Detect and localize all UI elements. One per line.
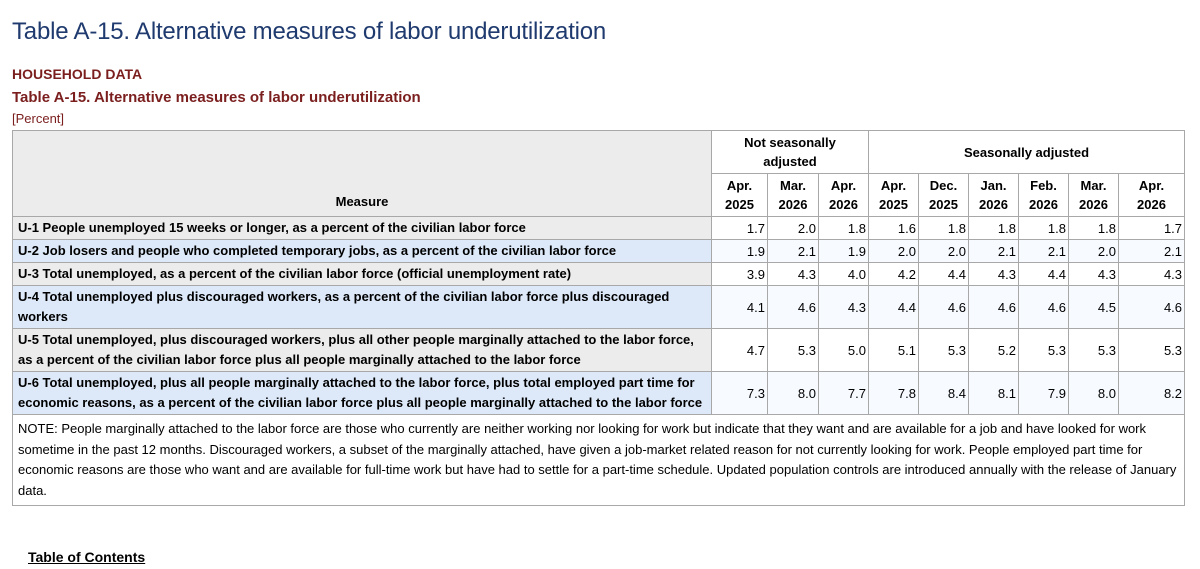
table-cell: 5.3 — [1117, 328, 1186, 372]
table-cell: 4.5 — [1068, 285, 1119, 329]
table-cell: 7.3 — [711, 371, 768, 415]
table-cell: 2.0 — [1068, 239, 1119, 263]
table-cell: 2.1 — [1117, 239, 1186, 263]
table-cell: 8.1 — [968, 371, 1019, 415]
table-cell: 4.6 — [968, 285, 1019, 329]
column-header: Mar. 2026 — [767, 173, 819, 217]
table-cell: 2.1 — [1018, 239, 1069, 263]
table-cell: 8.4 — [918, 371, 969, 415]
labor-underutilization-table: Measure Not seasonally adjusted Seasonal… — [11, 130, 1186, 506]
page-title: Table A-15. Alternative measures of labo… — [12, 18, 607, 45]
measure-label: U-6 Total unemployed, plus all people ma… — [12, 371, 712, 415]
group-header-row: Measure Not seasonally adjusted Seasonal… — [12, 130, 1186, 217]
table-cell: 4.4 — [868, 285, 919, 329]
measure-label: U-5 Total unemployed, plus discouraged w… — [12, 328, 712, 372]
table-cell: 2.1 — [968, 239, 1019, 263]
table-cell: 4.4 — [918, 262, 969, 286]
table-cell: 4.6 — [767, 285, 819, 329]
table-cell: 4.0 — [818, 262, 869, 286]
column-header: Jan. 2026 — [968, 173, 1019, 217]
note-row: NOTE: People marginally attached to the … — [11, 414, 1186, 506]
table-cell: 8.2 — [1117, 371, 1186, 415]
table-of-contents-link[interactable]: Table of Contents — [28, 549, 146, 565]
table-cell: 4.3 — [968, 262, 1019, 286]
table-cell: 8.0 — [1068, 371, 1119, 415]
table-cell: 4.6 — [1117, 285, 1186, 329]
table-cell: 4.3 — [818, 285, 869, 329]
table-cell: 4.2 — [868, 262, 919, 286]
table-cell: 4.3 — [1068, 262, 1119, 286]
table-cell: 2.0 — [868, 239, 919, 263]
table-cell: 3.9 — [711, 262, 768, 286]
table-row-u5: U-5 Total unemployed, plus discouraged w… — [12, 328, 1186, 372]
table-cell: 1.8 — [1068, 216, 1119, 240]
table-cell: 2.1 — [767, 239, 819, 263]
table-cell: 4.3 — [767, 262, 819, 286]
table-row-u4: U-4 Total unemployed plus discouraged wo… — [12, 285, 1186, 329]
table-row-u3: U-3 Total unemployed, as a percent of th… — [12, 262, 1186, 286]
table-cell: 5.3 — [767, 328, 819, 372]
table-cell: 7.8 — [868, 371, 919, 415]
column-header: Mar. 2026 — [1068, 173, 1119, 217]
table-cell: 4.6 — [918, 285, 969, 329]
column-header: Apr. 2026 — [818, 173, 869, 217]
measure-label: U-2 Job losers and people who completed … — [12, 239, 712, 263]
table-cell: 1.9 — [818, 239, 869, 263]
column-header: Apr. 2025 — [711, 173, 768, 217]
table-cell: 2.0 — [767, 216, 819, 240]
table-cell: 5.0 — [818, 328, 869, 372]
measure-label: U-3 Total unemployed, as a percent of th… — [12, 262, 712, 286]
unit-label: [Percent] — [12, 111, 65, 126]
table-cell: 4.7 — [711, 328, 768, 372]
table-cell: 7.7 — [818, 371, 869, 415]
measure-label: U-1 People unemployed 15 weeks or longer… — [12, 216, 712, 240]
table-cell: 1.8 — [818, 216, 869, 240]
table-cell: 5.3 — [918, 328, 969, 372]
table-row-u6: U-6 Total unemployed, plus all people ma… — [12, 371, 1186, 415]
table-cell: 1.8 — [918, 216, 969, 240]
column-header-row: Apr. 2025 Mar. 2026 Apr. 2026 Apr. 2025 Dec.… — [13, 173, 1186, 217]
sa-group-header: Seasonally adjusted — [867, 130, 1186, 174]
table-cell: 5.2 — [968, 328, 1019, 372]
column-header: Dec. 2025 — [918, 173, 969, 217]
nsa-group-header: Not seasonally adjusted — [711, 130, 869, 174]
table-cell: 4.3 — [1117, 262, 1186, 286]
table-cell: 1.7 — [1117, 216, 1186, 240]
measure-label: U-4 Total unemployed plus discouraged wo… — [12, 285, 712, 329]
table-cell: 5.3 — [1018, 328, 1069, 372]
table-row-u2: U-2 Job losers and people who completed … — [12, 239, 1186, 263]
column-header: Apr. 2026 — [1117, 173, 1186, 217]
column-header: Feb. 2026 — [1018, 173, 1069, 217]
measure-header: Measure — [12, 130, 712, 217]
table-cell: 5.3 — [1068, 328, 1119, 372]
column-header: Apr. 2025 — [868, 173, 919, 217]
table-cell: 4.6 — [1018, 285, 1069, 329]
table-cell: 4.4 — [1018, 262, 1069, 286]
table-cell: 1.6 — [868, 216, 919, 240]
table-cell: 1.8 — [968, 216, 1019, 240]
table-cell: 1.7 — [711, 216, 768, 240]
section-heading: HOUSEHOLD DATA — [12, 66, 143, 82]
table-cell: 8.0 — [767, 371, 819, 415]
table-cell: 2.0 — [918, 239, 969, 263]
table-row-u1: U-1 People unemployed 15 weeks or longer… — [12, 216, 1186, 240]
table-cell: 7.9 — [1018, 371, 1069, 415]
table-note: NOTE: People marginally attached to the … — [11, 414, 1186, 506]
table-cell: 5.1 — [868, 328, 919, 372]
table-title: Table A-15. Alternative measures of labo… — [12, 89, 421, 106]
table-cell: 1.8 — [1018, 216, 1069, 240]
table-cell: 1.9 — [711, 239, 768, 263]
table-cell: 4.1 — [711, 285, 768, 329]
